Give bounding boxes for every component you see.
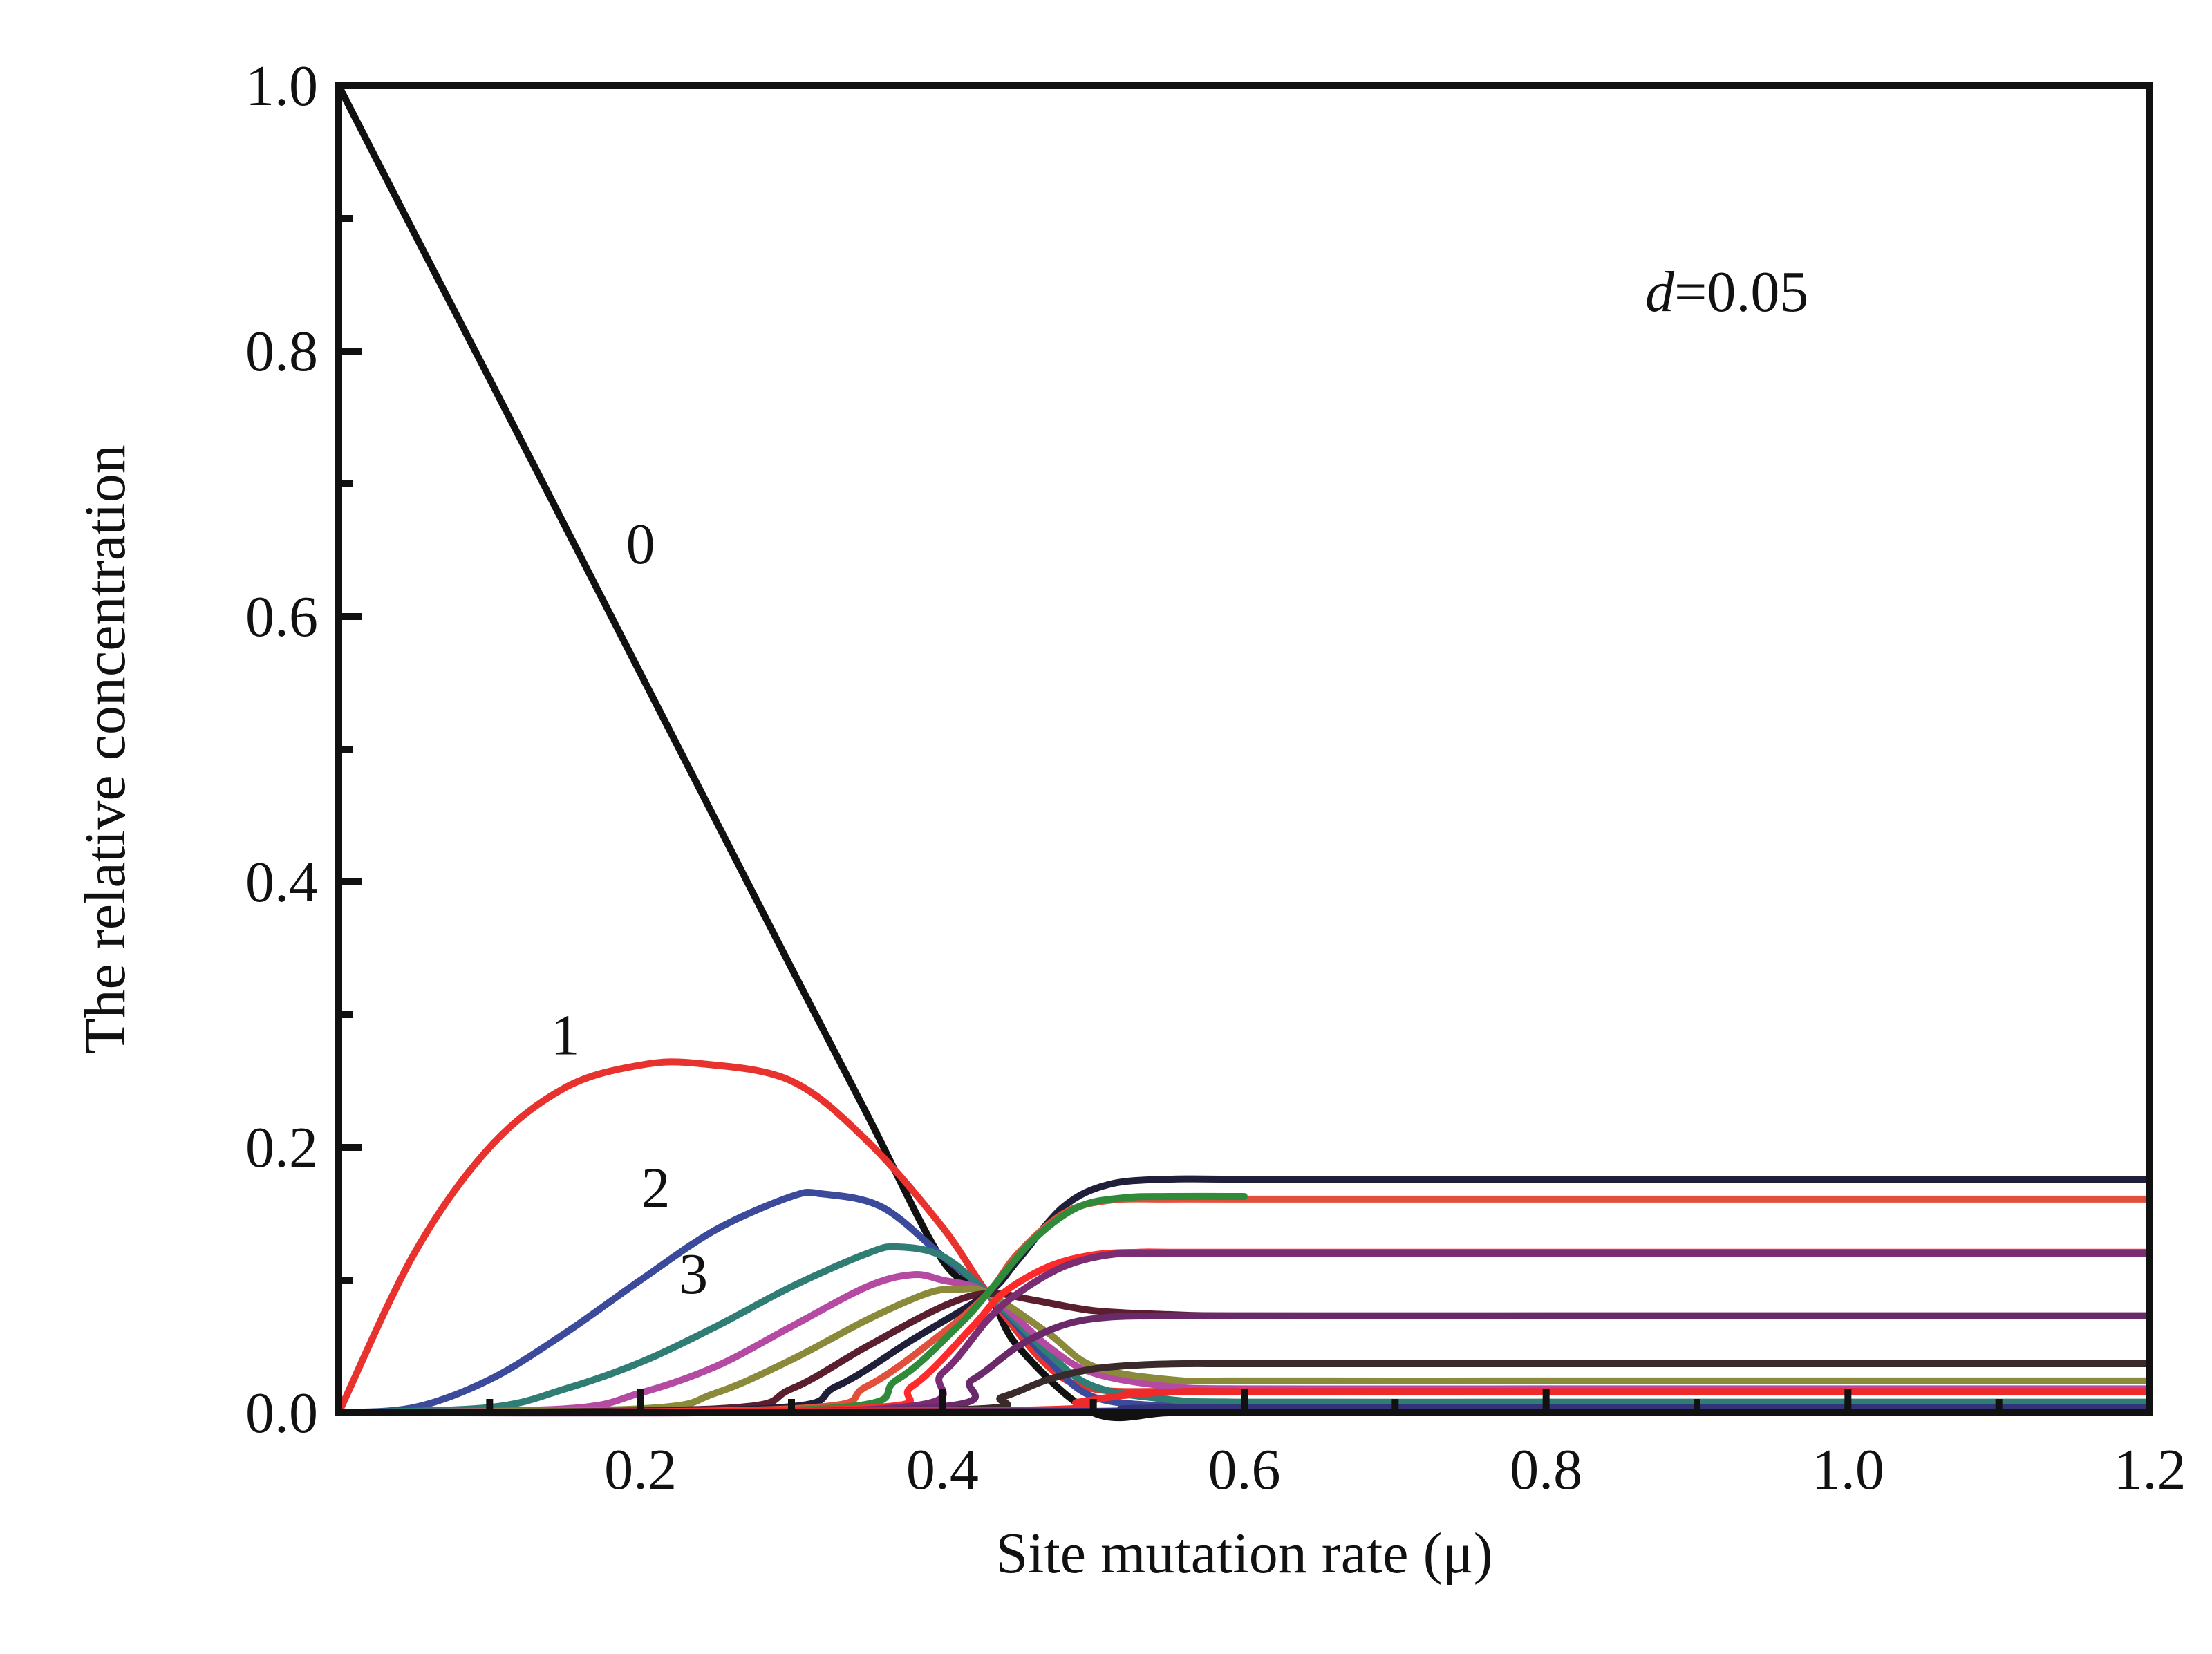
- y-tick-label: 0.6: [245, 585, 318, 649]
- y-tick-label: 0.2: [245, 1116, 318, 1180]
- parameter-annotation: d=0.05: [1645, 260, 1808, 324]
- parameter-value: =0.05: [1674, 260, 1808, 324]
- y-tick-label: 0.4: [245, 850, 318, 914]
- ticks: [339, 82, 2153, 1413]
- y-axis-title: The relative concentration: [73, 444, 138, 1054]
- y-tick-label: 0.0: [245, 1381, 318, 1445]
- plot-frame: [335, 82, 2153, 1416]
- curves: [335, 82, 2153, 1422]
- x-axis-title: Site mutation rate (μ): [995, 1521, 1492, 1586]
- parameter-symbol: d: [1645, 260, 1675, 324]
- curve-labels: 0 1 23: [551, 512, 709, 1306]
- curve-label-3: 3: [679, 1242, 708, 1306]
- tick-labels: 0.2 0.4 0.6 0.8 1.0 1.2 0.0 0.2 0.4 0.6 0.8 1.0: [245, 54, 2186, 1502]
- y-tick-label: 1.0: [245, 54, 318, 118]
- x-tick-label: 0.4: [906, 1438, 979, 1502]
- series-line-7: [335, 1175, 2153, 1416]
- x-tick-label: 0.8: [1510, 1438, 1582, 1502]
- series-line-1: [335, 1058, 2153, 1416]
- x-tick-label: 0.2: [604, 1438, 677, 1502]
- x-tick-label: 1.2: [2114, 1438, 2186, 1502]
- series-line-0: [335, 82, 2153, 1422]
- x-tick-label: 0.6: [1208, 1438, 1281, 1502]
- curve-label-1: 1: [551, 1004, 580, 1068]
- x-tick-label: 1.0: [1812, 1438, 1884, 1502]
- y-tick-label: 0.8: [245, 319, 318, 384]
- curve-label-0: 0: [626, 512, 655, 576]
- curve-label-2: 2: [641, 1156, 671, 1220]
